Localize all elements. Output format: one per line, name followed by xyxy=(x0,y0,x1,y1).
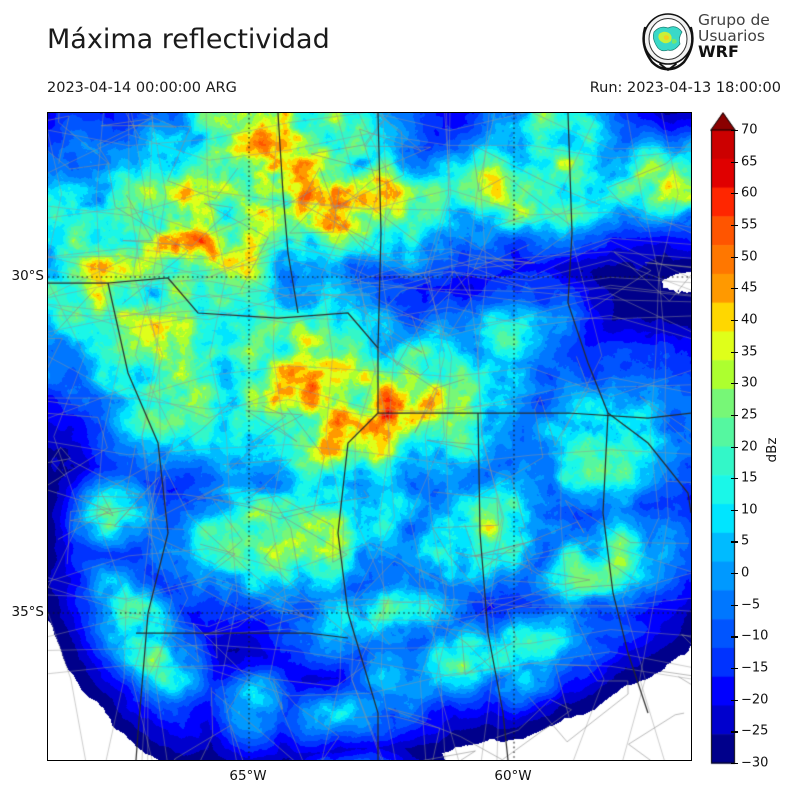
colorbar-tick xyxy=(731,446,738,448)
colorbar-tick-label: −15 xyxy=(741,660,769,676)
colorbar-tick xyxy=(731,604,738,606)
colorbar-gradient xyxy=(710,112,736,772)
colorbar-tick-label: 65 xyxy=(741,154,758,170)
colorbar-tick-label: −5 xyxy=(741,597,761,613)
colorbar-tick-label: 25 xyxy=(741,407,758,423)
colorbar-tick xyxy=(731,478,738,480)
valid-time-label: 2023-04-14 00:00:00 ARG xyxy=(47,80,237,96)
lat-label-0: 30°S xyxy=(11,268,45,284)
colorbar-axis-label: dBz xyxy=(764,437,780,463)
colorbar-tick-label: −30 xyxy=(741,755,769,771)
colorbar-tick xyxy=(731,509,738,511)
logo-text: Grupo de Usuarios WRF xyxy=(698,12,794,72)
colorbar[interactable]: 70 65 60 55 50 45 40 35 30 25 20 15 10 5 0 −5 −10 −15 −20−… xyxy=(710,112,796,772)
colorbar-tick xyxy=(731,193,738,195)
reflectivity-map[interactable] xyxy=(47,112,692,761)
globe-emblem-icon xyxy=(642,13,694,72)
colorbar-tick-label: 20 xyxy=(741,439,758,454)
colorbar-tick-label: 60 xyxy=(741,185,758,201)
colorbar-tick xyxy=(731,668,738,670)
colorbar-tick-label: 0 xyxy=(741,565,750,581)
colorbar-tick-label: 50 xyxy=(741,249,758,265)
colorbar-tick xyxy=(731,541,738,543)
wrf-user-group-logo: Grupo de Usuarios WRF xyxy=(640,12,792,74)
colorbar-tick xyxy=(731,224,738,227)
colorbar-tick xyxy=(731,319,738,322)
colorbar-tick xyxy=(731,288,738,290)
colorbar-tick xyxy=(731,130,738,132)
colorbar-tick xyxy=(731,414,738,417)
colorbar-tick-label: −25 xyxy=(741,723,769,739)
reflectivity-field-canvas xyxy=(48,113,691,760)
colorbar-tick-label: 15 xyxy=(741,470,758,486)
colorbar-tick xyxy=(731,731,738,733)
run-time-label: Run: 2023-04-13 18:00:00 xyxy=(589,80,781,96)
colorbar-tick-label: −10 xyxy=(741,628,769,644)
colorbar-tick-label: 30 xyxy=(741,375,758,391)
lat-label-1: 35°S xyxy=(11,604,45,620)
logo-line-3: WRF xyxy=(698,42,739,62)
lon-label-0: 65°W xyxy=(229,768,267,784)
colorbar-tick xyxy=(731,256,738,258)
colorbar-tick-label: −20 xyxy=(741,692,769,708)
colorbar-tick-label: 40 xyxy=(741,312,758,328)
colorbar-tick-label: 10 xyxy=(741,502,758,518)
colorbar-tick xyxy=(731,351,738,353)
colorbar-tick xyxy=(731,763,738,765)
colorbar-tick xyxy=(731,699,738,701)
colorbar-tick-label: 35 xyxy=(741,344,758,360)
logo-line-1: Grupo de xyxy=(698,11,770,29)
page-title: Máxima reflectividad xyxy=(47,24,330,55)
colorbar-tick xyxy=(731,383,738,385)
colorbar-tick-label: 55 xyxy=(741,217,758,233)
logo-line-2: Usuarios xyxy=(698,27,765,46)
colorbar-tick-label: 45 xyxy=(741,280,758,296)
colorbar-tick xyxy=(731,573,738,575)
colorbar-tick-label: 70 xyxy=(741,122,758,138)
colorbar-tick xyxy=(731,636,738,638)
colorbar-tick xyxy=(731,161,738,163)
lon-label-1: 60°W xyxy=(494,768,532,784)
colorbar-tick-label: 5 xyxy=(741,533,750,549)
